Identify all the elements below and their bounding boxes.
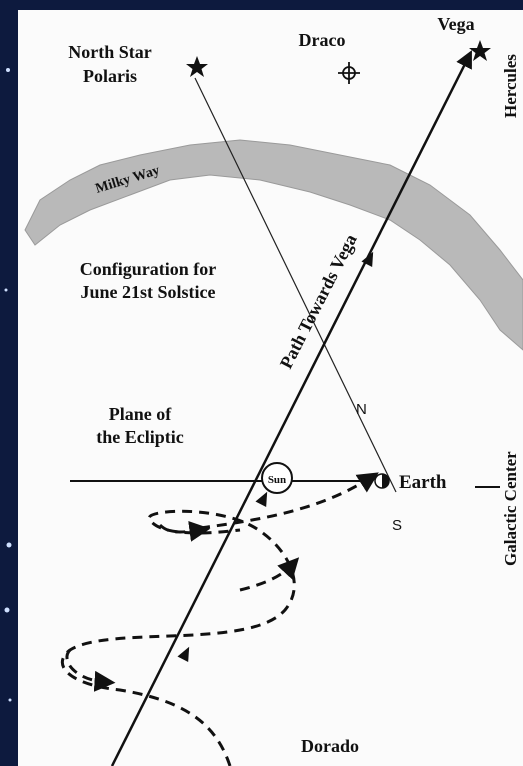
label: North Star xyxy=(68,42,152,62)
label: Configuration for xyxy=(80,259,217,279)
label: Plane of xyxy=(109,404,172,424)
label: Hercules xyxy=(501,54,520,118)
label: S xyxy=(392,517,402,534)
label: the Ecliptic xyxy=(96,427,184,447)
label: Dorado xyxy=(301,736,359,756)
label: Polaris xyxy=(83,66,137,86)
label: June 21st Solstice xyxy=(81,282,216,302)
panel xyxy=(18,10,523,766)
label: Draco xyxy=(299,30,346,50)
sun-label: Sun xyxy=(268,474,286,486)
diagram: Sun North Star Polaris Draco Vega Hercul… xyxy=(0,0,523,766)
label: Galactic Center xyxy=(501,451,520,566)
label: N xyxy=(356,401,367,418)
label: Vega xyxy=(437,14,474,34)
label: Earth xyxy=(399,472,447,493)
page: {"labels": { "north_star": "North Star",… xyxy=(0,0,523,766)
